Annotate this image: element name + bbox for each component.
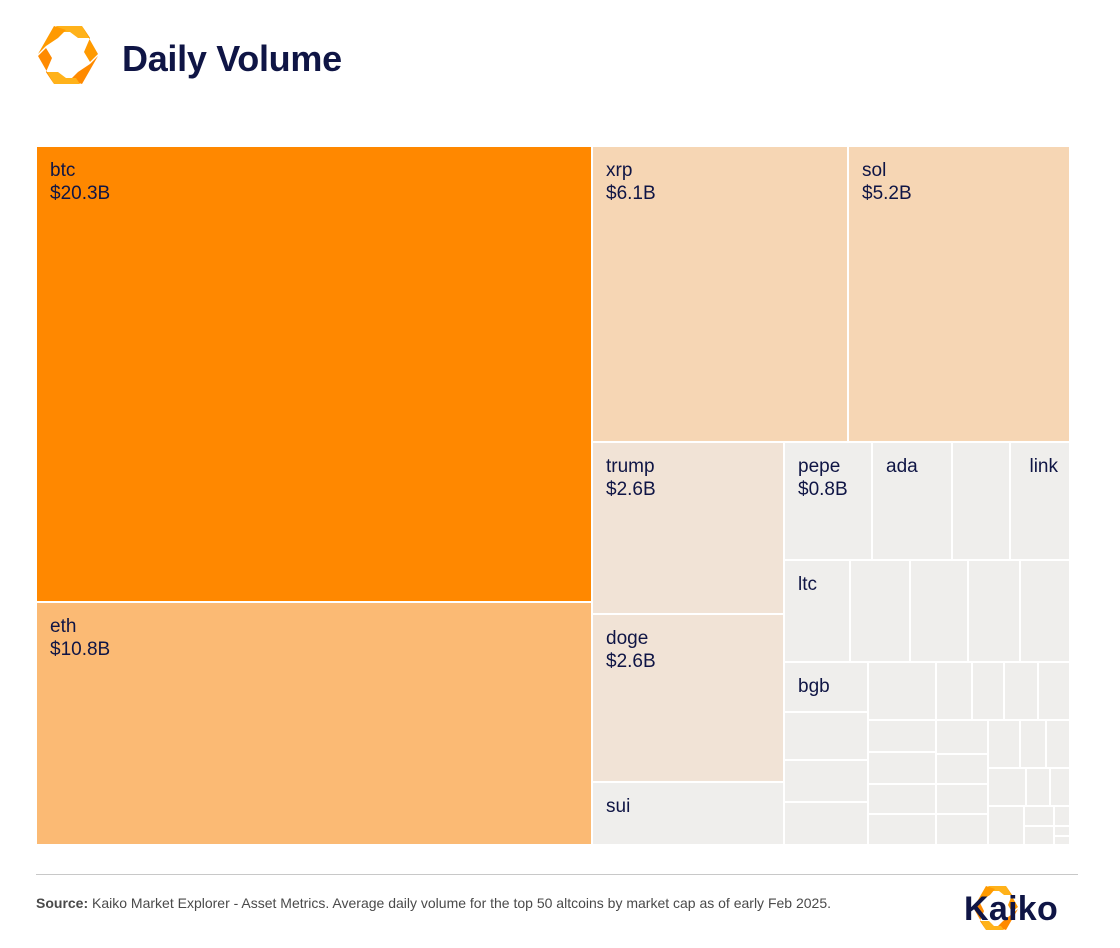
tile-small-6 xyxy=(867,661,937,721)
tile-small-2 xyxy=(849,559,911,663)
tile-sui xyxy=(591,781,785,846)
tile-small-18 xyxy=(935,719,989,755)
tile-small-15 xyxy=(867,751,937,785)
tile-small-27 xyxy=(1049,767,1070,807)
footer-divider xyxy=(36,874,1078,875)
tile-doge xyxy=(591,613,785,783)
tile-small-1 xyxy=(951,441,1011,561)
tile-value-btc: $20.3B xyxy=(50,183,110,204)
tile-small-14 xyxy=(867,719,937,753)
tile-xrp xyxy=(591,146,849,443)
tile-small-22 xyxy=(987,719,1021,769)
tile-small-28 xyxy=(987,805,1025,846)
tile-small-9 xyxy=(1003,661,1039,721)
tile-sol xyxy=(847,146,1070,443)
tile-small-3 xyxy=(909,559,969,663)
tile-trump xyxy=(591,441,785,615)
tile-eth xyxy=(36,601,593,846)
tile-label-link: link xyxy=(1029,456,1058,477)
tile-small-23 xyxy=(1019,719,1047,769)
tile-small-26 xyxy=(1025,767,1051,807)
tile-value-doge: $2.6B xyxy=(606,651,656,672)
tile-ltc xyxy=(783,559,851,663)
tile-btc xyxy=(36,146,593,603)
page-title: Daily Volume xyxy=(122,38,342,79)
tile-small-12 xyxy=(783,759,869,803)
tile-link xyxy=(1009,441,1070,561)
tile-label-sol: sol xyxy=(862,160,886,181)
tile-value-trump: $2.6B xyxy=(606,479,656,500)
tile-label-bgb: bgb xyxy=(798,676,830,697)
tile-label-eth: eth xyxy=(50,616,76,637)
kaiko-brand-logo-icon xyxy=(974,886,1018,930)
tile-small-32 xyxy=(1053,825,1070,837)
tile-label-trump: trump xyxy=(606,456,655,477)
tile-small-19 xyxy=(935,753,989,785)
tile-small-25 xyxy=(987,767,1027,807)
tile-small-17 xyxy=(867,813,937,846)
brand-name: Kaiko xyxy=(964,890,1059,928)
tile-value-eth: $10.8B xyxy=(50,639,110,660)
tile-small-4 xyxy=(967,559,1021,663)
tile-value-sol: $5.2B xyxy=(862,183,912,204)
tile-small-31 xyxy=(1023,825,1055,846)
tile-label-sui: sui xyxy=(606,796,630,817)
tile-small-24 xyxy=(1045,719,1070,769)
source-label: Source: xyxy=(36,895,89,911)
tile-small-7 xyxy=(935,661,973,721)
tile-pepe xyxy=(783,441,873,561)
source-text: Kaiko Market Explorer - Asset Metrics. A… xyxy=(92,895,831,911)
source-note: Source: Kaiko Market Explorer - Asset Me… xyxy=(36,895,896,911)
tile-small-20 xyxy=(935,783,989,815)
tile-label-ada: ada xyxy=(886,456,918,477)
tile-label-btc: btc xyxy=(50,160,75,181)
tile-small-16 xyxy=(867,783,937,815)
kaiko-logo-icon xyxy=(38,26,98,84)
tile-small-5 xyxy=(1019,559,1070,663)
tile-small-13 xyxy=(783,801,869,846)
treemap-chart: btc$20.3Beth$10.8Bxrp$6.1Bsol$5.2Btrump$… xyxy=(36,146,1070,846)
tile-label-doge: doge xyxy=(606,628,648,649)
tile-label-xrp: xrp xyxy=(606,160,632,181)
tile-small-30 xyxy=(1053,805,1070,827)
tile-small-8 xyxy=(971,661,1005,721)
tile-label-ltc: ltc xyxy=(798,574,817,595)
tile-value-xrp: $6.1B xyxy=(606,183,656,204)
tile-bgb xyxy=(783,661,869,713)
tile-small-11 xyxy=(783,711,869,761)
tile-small-33 xyxy=(1053,835,1070,846)
tile-small-10 xyxy=(1037,661,1070,721)
tile-small-29 xyxy=(1023,805,1055,827)
tile-label-pepe: pepe xyxy=(798,456,840,477)
tile-small-21 xyxy=(935,813,989,846)
tile-value-pepe: $0.8B xyxy=(798,479,848,500)
tile-ada xyxy=(871,441,953,561)
